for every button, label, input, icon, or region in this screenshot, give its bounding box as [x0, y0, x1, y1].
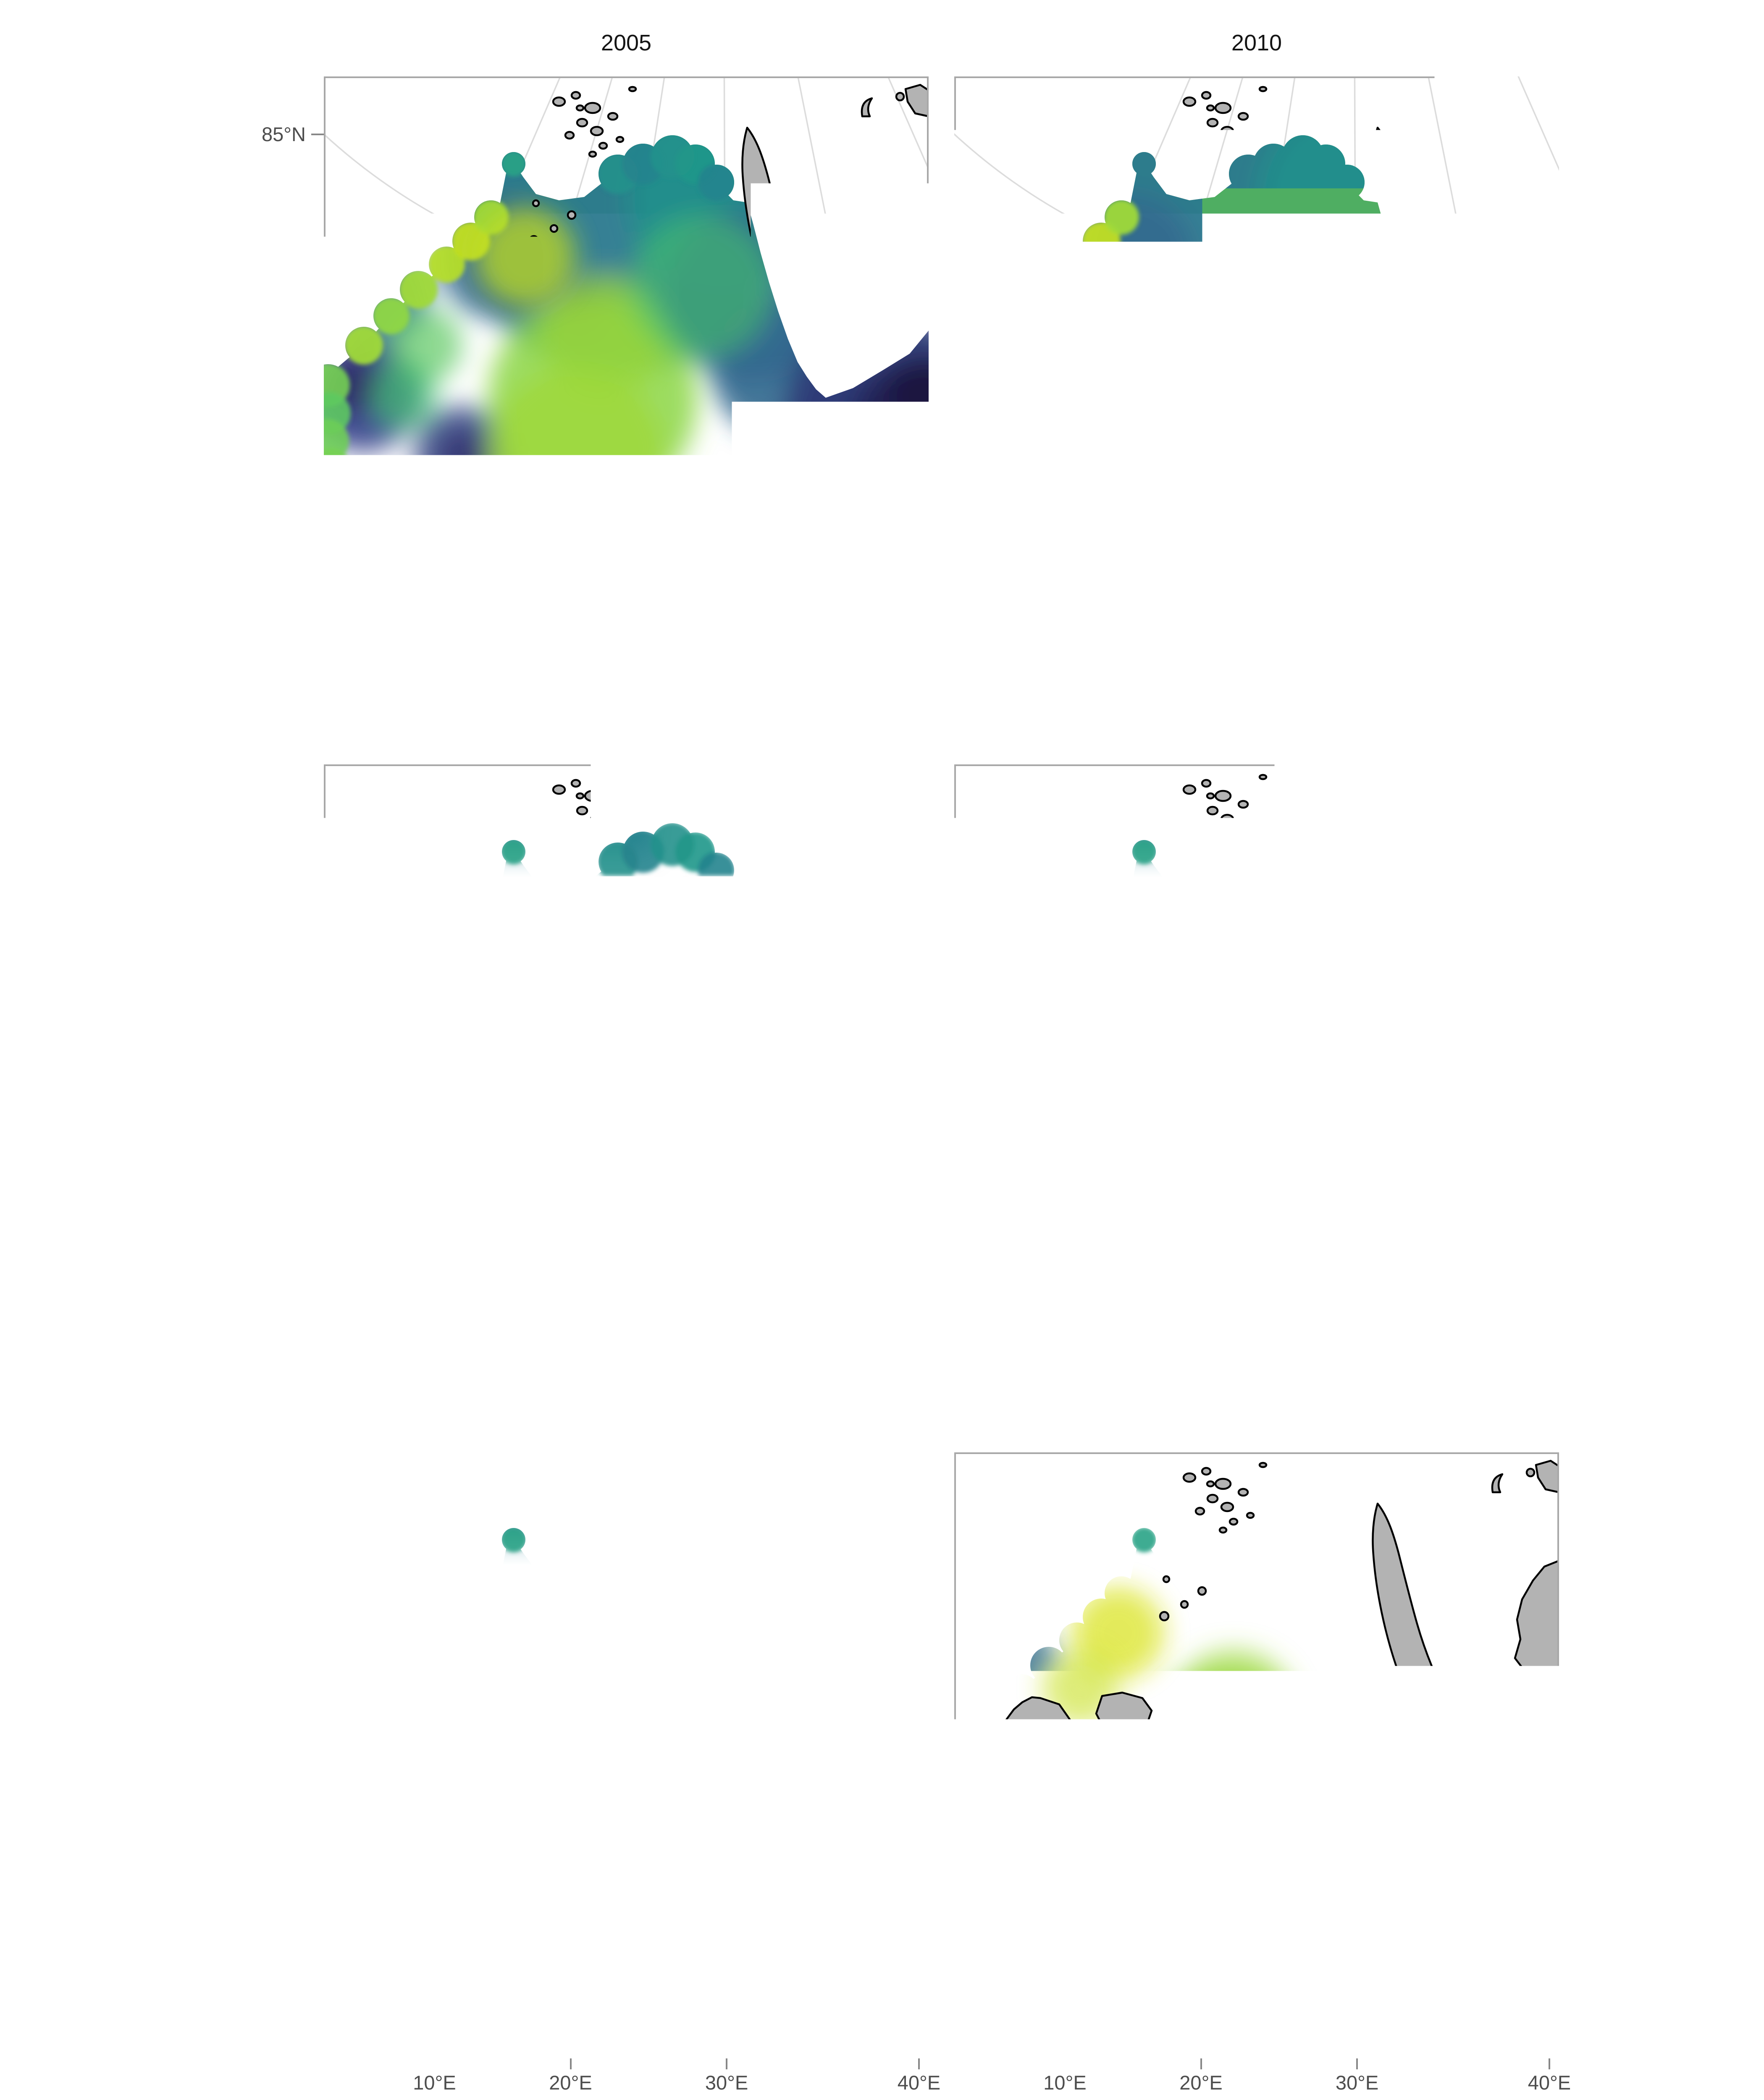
facet-title: 2023: [954, 1403, 1559, 1435]
y-tick-mark: [311, 134, 324, 135]
y-tick-label: 75°N: [213, 1868, 306, 1892]
facet-title: 2022: [324, 1403, 929, 1435]
x-tick-label: 20°E: [1151, 2071, 1252, 2095]
x-tick-label: 10°E: [1015, 2071, 1116, 2095]
x-tick-label: 20°E: [520, 2071, 621, 2095]
y-tick-mark: [311, 822, 324, 823]
density-hotspot: [546, 1788, 639, 1881]
map-2022: [324, 1452, 929, 2058]
density-hotspot: [467, 433, 543, 509]
y-tick-label: 75°N: [213, 1180, 306, 1204]
facet-panel-2005: [324, 76, 929, 682]
y-tick-mark: [311, 1509, 324, 1511]
x-tick-mark: [918, 2058, 920, 2069]
x-tick-mark: [1549, 2058, 1550, 2069]
y-tick-label: 75°N: [213, 492, 306, 516]
density-hotspot: [1278, 890, 1387, 1000]
map-2023: [954, 1452, 1559, 2058]
y-tick-mark: [311, 1879, 324, 1881]
y-tick-mark: [311, 320, 324, 322]
facet-panel-2020: [954, 764, 1559, 1370]
x-tick-label: 10°E: [384, 2071, 485, 2095]
x-tick-label: 30°E: [1307, 2071, 1407, 2095]
map-2020: [954, 764, 1559, 1370]
density-hotspot: [1147, 202, 1231, 286]
y-tick-mark: [311, 1191, 324, 1193]
facet-title: 2020: [954, 715, 1559, 747]
facet-panel-2022: [324, 1452, 929, 2058]
map-2015: [324, 764, 929, 1370]
figure-root: { "figure": { "width": 4200, "height": 5…: [0, 0, 1764, 2100]
y-axis-title: Latitude: [187, 1021, 217, 1114]
map-2005: [324, 76, 929, 682]
facet-panel-2023: [954, 1452, 1559, 2058]
x-tick-label: 40°E: [1499, 2071, 1600, 2095]
facet-title: 2005: [324, 27, 929, 59]
facet-panel-2015: [324, 764, 929, 1370]
x-tick-mark: [726, 2058, 727, 2069]
x-tick-mark: [1356, 2058, 1358, 2069]
facet-title: 2015: [324, 715, 929, 747]
x-tick-label: 30°E: [676, 2071, 777, 2095]
y-tick-label: 85°N: [213, 811, 306, 834]
x-tick-mark: [1064, 2058, 1066, 2069]
y-tick-mark: [311, 1008, 324, 1010]
x-tick-mark: [570, 2058, 572, 2069]
x-tick-mark: [1200, 2058, 1202, 2069]
x-tick-mark: [434, 2058, 436, 2069]
density-hotspot: [475, 207, 576, 307]
facet-panel-2010: [954, 76, 1559, 682]
density-hotspot: [534, 941, 618, 1025]
y-tick-label: 80°N: [213, 309, 306, 333]
y-tick-mark: [311, 1696, 324, 1698]
density-hotspot: [1147, 991, 1282, 1126]
map-2010: [954, 76, 1559, 682]
density-hotspot: [525, 429, 643, 547]
y-tick-label: 80°N: [213, 997, 306, 1021]
y-tick-mark: [311, 503, 324, 505]
y-tick-label: 80°N: [213, 1685, 306, 1709]
density-hotspot: [1248, 228, 1349, 328]
x-tick-label: 40°E: [869, 2071, 969, 2095]
y-tick-label: 85°N: [213, 1499, 306, 1522]
x-axis-title: Longitude: [885, 2098, 999, 2100]
density-hotspot: [521, 1012, 664, 1155]
facet-title: 2010: [954, 27, 1559, 59]
y-tick-label: 85°N: [213, 123, 306, 146]
